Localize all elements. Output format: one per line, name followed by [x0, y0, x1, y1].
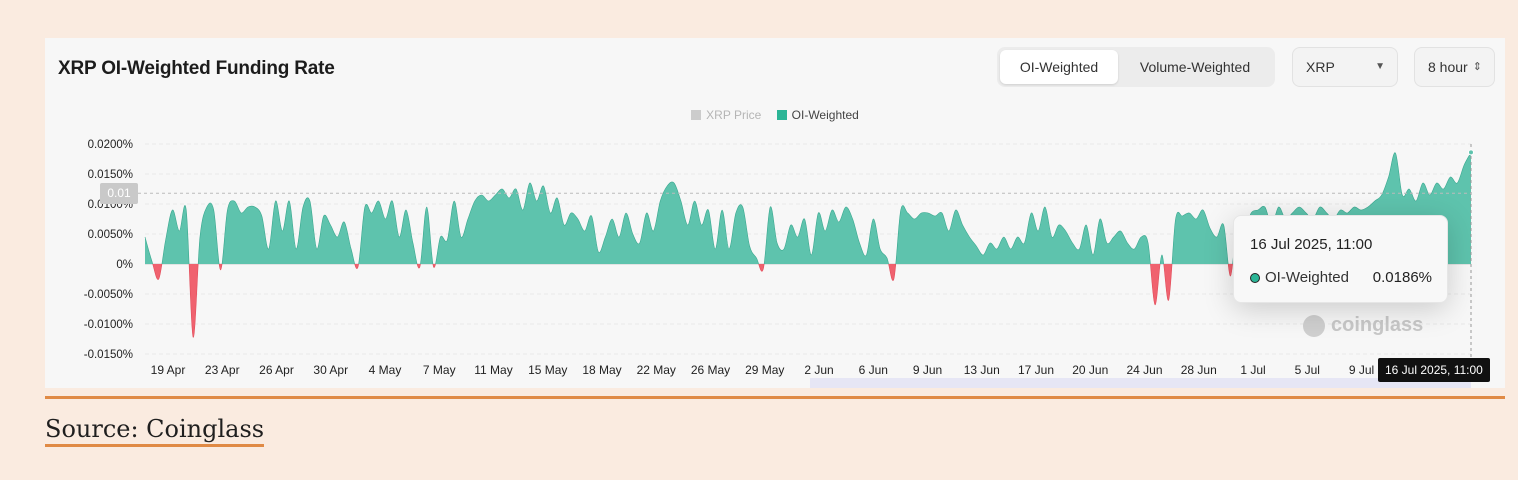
x-tick-label: 24 Jun [1126, 363, 1162, 377]
tooltip-value: 0.0186% [1372, 269, 1432, 286]
x-tick-label: 2 Jun [804, 363, 833, 377]
range-slider [810, 378, 1471, 388]
chart-title: XRP OI-Weighted Funding Rate [58, 58, 335, 79]
x-tick-label: 18 May [582, 363, 621, 377]
legend-item-oi-weighted[interactable]: OI-Weighted [776, 108, 859, 122]
chart-tooltip: 16 Jul 2025, 11:00 OI-Weighted 0.0186% [1233, 215, 1448, 303]
y-tick-label: -0.0050% [84, 289, 133, 301]
positive-area [145, 152, 1471, 264]
y-tick-label: 0.0200% [88, 139, 133, 151]
source-divider [45, 396, 1505, 399]
x-tick-label: 29 May [745, 363, 784, 377]
tooltip-date: 16 Jul 2025, 11:00 [1250, 236, 1373, 253]
symbol-select[interactable]: XRP ▼ [1292, 47, 1398, 87]
x-tick-label: 26 Apr [259, 363, 294, 377]
coinglass-watermark: coinglass [1303, 314, 1423, 337]
x-tick-label: 23 Apr [205, 363, 240, 377]
tab-volume-weighted[interactable]: Volume-Weighted [1139, 59, 1251, 75]
source-caption: Source: Coinglass [45, 415, 265, 447]
x-tick-label: 9 Jun [913, 363, 942, 377]
watermark-text: coinglass [1331, 314, 1424, 336]
y-tick-label: 0% [116, 259, 133, 271]
interval-select-value: 8 hour [1428, 59, 1468, 75]
interval-select[interactable]: 8 hour ⇕ [1414, 47, 1495, 87]
crosshair-x-label: 16 Jul 2025, 11:00 [1378, 358, 1490, 382]
tab-oi-weighted[interactable]: OI-Weighted [1000, 50, 1118, 84]
y-tick-label: 0.0150% [88, 169, 133, 181]
x-tick-label: 22 May [637, 363, 676, 377]
caret-down-icon: ▼ [1375, 61, 1385, 72]
y-tick-label: -0.0100% [84, 319, 133, 331]
legend-label-oi-weighted: OI-Weighted [791, 108, 859, 122]
hover-point [1468, 149, 1474, 156]
chart-card: XRP OI-Weighted Funding Rate OI-Weighted… [45, 38, 1505, 388]
x-tick-label: 15 May [528, 363, 567, 377]
legend-label-xrp-price: XRP Price [706, 108, 762, 122]
symbol-select-value: XRP [1306, 59, 1335, 75]
x-tick-label: 19 Apr [151, 363, 186, 377]
funding-rate-chart[interactable]: 0.0200%0.0150%0.0100%0.0050%0%-0.0050%-0… [45, 38, 1505, 388]
x-tick-label: 1 Jul [1240, 363, 1265, 377]
x-tick-label: 20 Jun [1072, 363, 1108, 377]
x-tick-label: 4 May [369, 363, 402, 377]
x-tick-label: 26 May [691, 363, 730, 377]
legend-swatch-oi-weighted [776, 110, 787, 120]
x-tick-label: 13 Jun [964, 363, 1000, 377]
x-tick-label: 5 Jul [1295, 363, 1320, 377]
tooltip-series-name: OI-Weighted [1265, 269, 1349, 286]
y-tick-label: -0.0150% [84, 349, 133, 361]
x-tick-label: 9 Jul [1349, 363, 1374, 377]
weighting-toggle: OI-Weighted Volume-Weighted [997, 47, 1275, 87]
y-tick-label: 0.0050% [88, 229, 133, 241]
legend-swatch-xrp-price [691, 110, 702, 120]
x-tick-label: 7 May [423, 363, 456, 377]
tooltip-series-dot-icon [1250, 272, 1260, 283]
tooltip-series-row: OI-Weighted [1250, 269, 1349, 286]
x-tick-label: 17 Jun [1018, 363, 1054, 377]
x-tick-label: 28 Jun [1181, 363, 1217, 377]
x-tick-label: 30 Apr [313, 363, 348, 377]
x-tick-label: 6 Jun [859, 363, 888, 377]
x-tick-label: 11 May [474, 363, 512, 377]
legend-item-xrp-price[interactable]: XRP Price [691, 108, 761, 122]
coinglass-logo-icon [1303, 314, 1325, 337]
crosshair-y-label: 0.01 [100, 183, 138, 204]
chart-legend: XRP Price OI-Weighted [45, 108, 1505, 123]
up-down-caret-icon: ⇕ [1472, 61, 1482, 73]
